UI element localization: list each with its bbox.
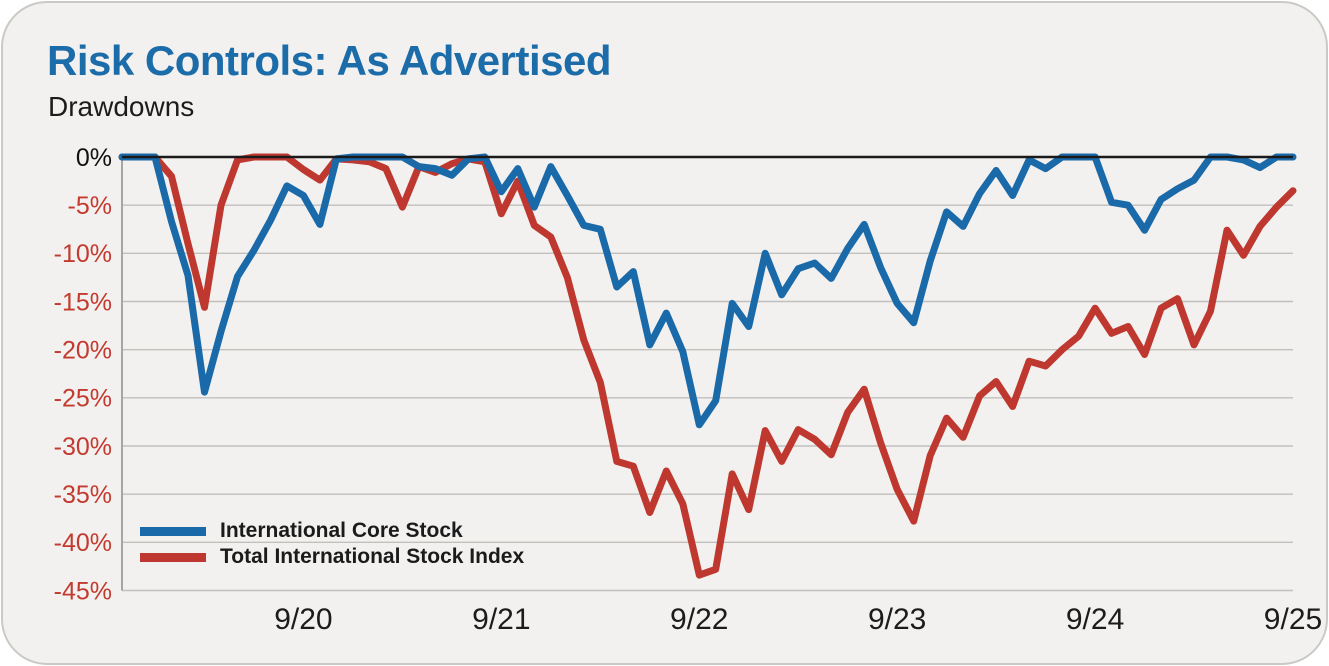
series-line-total-international-stock-index [118, 153, 1297, 579]
x-axis-tick-label: 9/23 [868, 603, 926, 636]
legend-item-total-international-stock-index: Total International Stock Index [140, 544, 524, 570]
y-axis-tick-label: -45% [54, 577, 112, 605]
y-axis-tick-label: -30% [54, 433, 112, 461]
x-axis-tick-label: 9/20 [274, 603, 332, 636]
series-line-international-core-stock [118, 153, 1297, 429]
y-axis-tick-label: 0% [76, 144, 112, 172]
legend-label: Total International Stock Index [220, 545, 525, 568]
y-axis-tick-label: -25% [54, 385, 112, 413]
y-axis-tick-label: -35% [54, 481, 112, 509]
x-axis-tick-label: 9/25 [1264, 603, 1322, 636]
chart-subtitle: Drawdowns [48, 91, 195, 122]
chart-legend: International Core Stock Total Internati… [140, 518, 524, 570]
legend-item-international-core-stock: International Core Stock [140, 518, 524, 544]
legend-swatch-blue [140, 526, 206, 536]
x-axis-tick-label: 9/24 [1066, 603, 1124, 636]
legend-label: International Core Stock [220, 519, 463, 542]
y-axis-tick-label: -40% [54, 529, 112, 557]
legend-swatch-red [140, 552, 206, 562]
x-axis-tick-label: 9/21 [472, 603, 530, 636]
page-title: Risk Controls: As Advertised [47, 37, 612, 84]
x-axis-tick-label: 9/22 [670, 603, 728, 636]
y-axis-tick-label: -20% [54, 336, 112, 364]
y-axis-tick-label: -10% [54, 240, 112, 268]
y-axis-tick-label: -15% [54, 288, 112, 316]
y-axis-tick-label: -5% [68, 192, 112, 220]
